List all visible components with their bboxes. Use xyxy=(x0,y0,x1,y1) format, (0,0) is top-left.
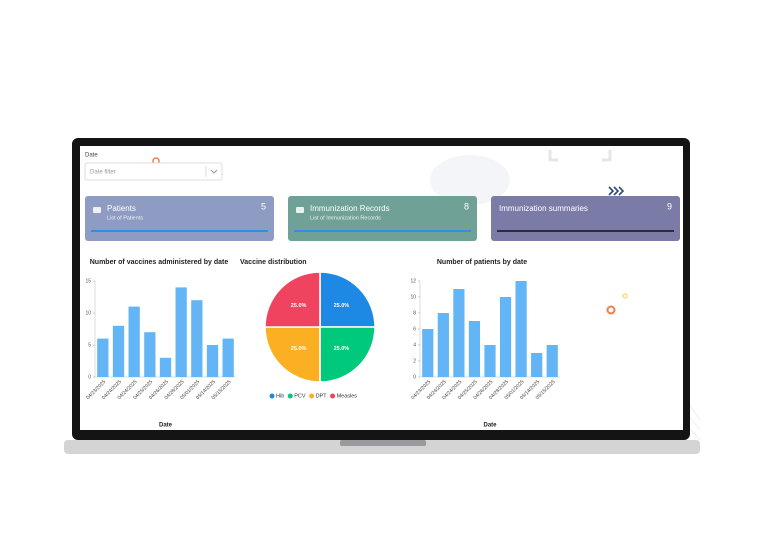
y-tick-label: 2 xyxy=(413,358,416,364)
bar xyxy=(546,345,558,377)
decor-dot xyxy=(622,293,628,299)
x-axis-label: Date xyxy=(483,423,497,429)
bar xyxy=(531,353,543,377)
bar xyxy=(515,281,527,377)
y-tick-label: 10 xyxy=(85,310,91,316)
bar xyxy=(222,338,234,377)
legend-swatch xyxy=(287,393,293,399)
card-accent xyxy=(294,230,471,232)
y-tick-label: 6 xyxy=(413,326,416,332)
decor-chevrons xyxy=(608,186,625,196)
legend-swatch xyxy=(330,393,336,399)
bar xyxy=(499,297,512,377)
chart-title: Vaccine distribution xyxy=(240,259,307,266)
bar xyxy=(422,329,434,377)
bar xyxy=(128,306,140,377)
bar xyxy=(144,332,156,377)
filter-placeholder: Date filter xyxy=(90,170,116,176)
decor-dot xyxy=(606,305,616,315)
laptop-notch xyxy=(340,440,426,446)
card-subtitle: List of Immunization Records xyxy=(310,215,381,221)
bar xyxy=(112,325,125,377)
y-tick-label: 4 xyxy=(413,342,416,348)
card-count: 8 xyxy=(464,201,469,211)
y-tick-label: 0 xyxy=(88,374,91,380)
pie-slice xyxy=(319,326,376,383)
bar xyxy=(453,289,465,377)
legend-label[interactable]: Hib xyxy=(276,393,284,399)
screen xyxy=(80,146,683,430)
y-tick-label: 0 xyxy=(413,374,416,380)
decor-cloud xyxy=(430,155,510,205)
laptop-base xyxy=(64,440,700,454)
card[interactable] xyxy=(85,196,274,241)
bar xyxy=(191,300,203,377)
card-accent xyxy=(91,230,268,232)
bar xyxy=(484,345,496,377)
pie-slice xyxy=(319,271,376,328)
card-icon xyxy=(296,207,304,213)
pie-slice xyxy=(264,271,321,328)
card-title: Immunization summaries xyxy=(499,204,588,213)
card-title: Immunization Records xyxy=(310,204,390,213)
y-tick-label: 8 xyxy=(413,310,416,316)
filter-label: Date xyxy=(85,153,98,159)
legend-label[interactable]: DPT xyxy=(316,393,328,399)
chart-title: Number of vaccines administered by date xyxy=(90,259,229,266)
y-tick-label: 5 xyxy=(88,342,91,348)
card-subtitle: List of Patients xyxy=(107,215,143,221)
y-tick-label: 12 xyxy=(410,278,416,284)
legend-swatch xyxy=(309,393,315,399)
pie-slice xyxy=(264,326,321,383)
legend-label[interactable]: Measles xyxy=(337,393,358,399)
decor-bracket xyxy=(548,150,612,162)
y-tick-label: 15 xyxy=(85,278,91,284)
legend-swatch xyxy=(269,393,275,399)
slice-label: 25.0% xyxy=(334,346,350,352)
card-accent xyxy=(497,230,674,232)
slice-label: 25.0% xyxy=(291,303,307,309)
card-count: 5 xyxy=(261,201,266,211)
bar xyxy=(437,313,449,377)
bar xyxy=(159,357,172,377)
slice-label: 25.0% xyxy=(291,346,307,352)
x-axis-label: Date xyxy=(159,423,173,429)
filter-chevron xyxy=(210,169,218,174)
bar xyxy=(206,345,219,377)
card[interactable] xyxy=(288,196,477,241)
chart-title: Number of patients by date xyxy=(437,259,527,266)
card-count: 9 xyxy=(667,201,672,211)
y-tick-label: 10 xyxy=(410,294,416,300)
bar xyxy=(468,321,481,377)
card-title: Patients xyxy=(107,204,136,213)
card[interactable] xyxy=(491,196,680,241)
slice-label: 25.0% xyxy=(334,303,350,309)
date-filter[interactable] xyxy=(84,162,223,181)
legend-label[interactable]: PCV xyxy=(294,393,306,399)
bar xyxy=(97,338,109,377)
card-icon xyxy=(93,207,101,213)
bar xyxy=(175,287,187,377)
